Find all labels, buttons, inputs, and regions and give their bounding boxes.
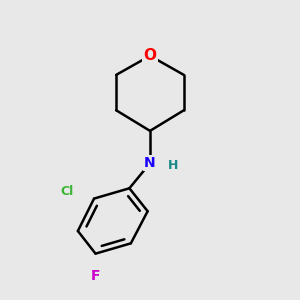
Text: F: F xyxy=(91,269,100,283)
Text: O: O xyxy=(143,48,157,63)
Text: N: N xyxy=(144,156,156,170)
Text: H: H xyxy=(168,159,179,172)
Text: Cl: Cl xyxy=(60,185,74,198)
